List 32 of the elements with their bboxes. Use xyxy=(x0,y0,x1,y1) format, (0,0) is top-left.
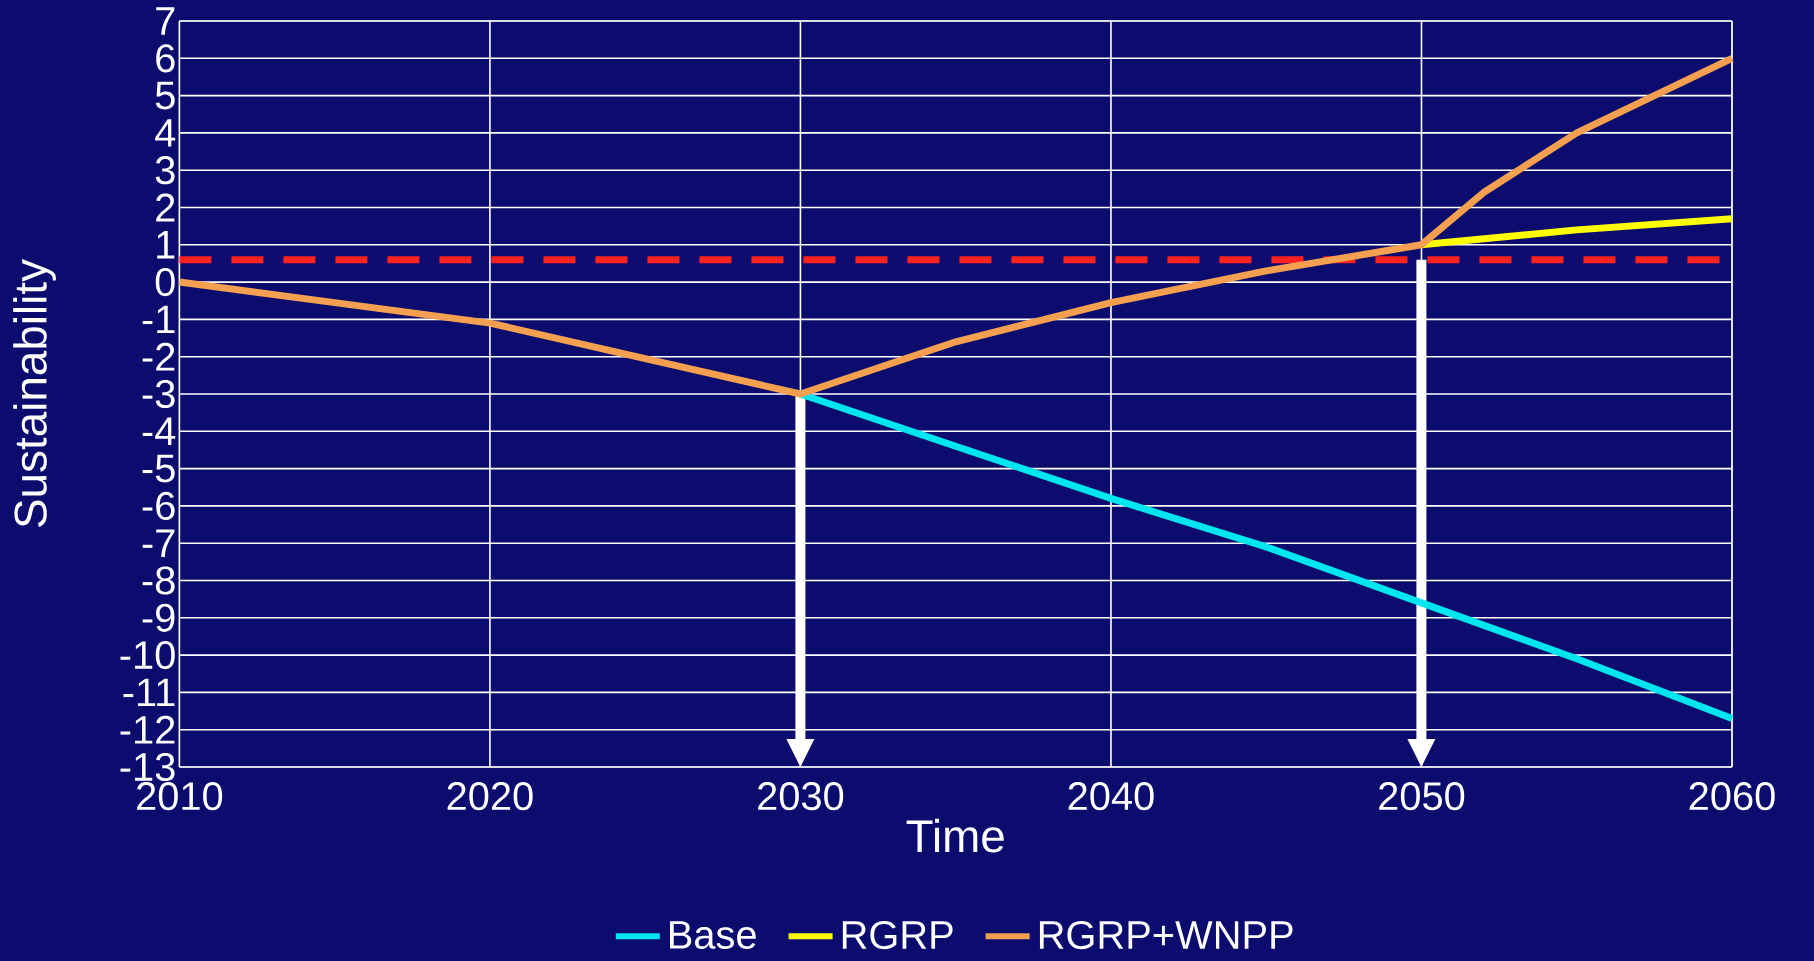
y-tick-label: -9 xyxy=(142,603,175,632)
y-tick-label: -5 xyxy=(142,454,175,483)
y-tick-label: 6 xyxy=(156,44,175,73)
y-tick-label: 0 xyxy=(155,268,175,297)
y-tick-label: 4 xyxy=(155,119,176,147)
y-tick-label: 7 xyxy=(156,7,175,35)
y-tick-label: -6 xyxy=(142,491,175,520)
y-tick-label: -4 xyxy=(142,417,176,445)
y-tick-label: -12 xyxy=(120,715,175,744)
x-tick-label: 2040 xyxy=(1068,782,1154,811)
y-tick-label: 2 xyxy=(156,193,175,222)
y-tick-label: -1 xyxy=(142,305,175,334)
x-tick-label: 2020 xyxy=(447,782,533,811)
y-tick-label: -13 xyxy=(120,752,175,782)
legend-label: RGRP+WNPP xyxy=(1039,920,1293,950)
y-tick-label: 5 xyxy=(155,81,175,110)
x-tick-label: 2060 xyxy=(1689,782,1775,811)
y-tick-label: -10 xyxy=(120,641,175,670)
x-tick-label: 2010 xyxy=(137,782,223,811)
y-tick-label: -3 xyxy=(142,379,175,409)
y-tick-label: 3 xyxy=(155,156,175,185)
x-tick-label: 2030 xyxy=(758,782,844,811)
x-tick-label: 2050 xyxy=(1379,782,1465,811)
y-tick-label: -8 xyxy=(142,566,175,595)
y-tick-label: -2 xyxy=(142,342,175,371)
legend-label: RGRP xyxy=(842,920,953,950)
y-axis-title: Sustainability xyxy=(13,259,56,527)
y-tick-label: -11 xyxy=(123,678,175,707)
x-axis-title: Time xyxy=(906,818,1004,853)
y-tick-label: 1 xyxy=(157,231,175,259)
y-tick-label: -7 xyxy=(142,529,175,557)
legend-label: Base xyxy=(670,921,756,949)
